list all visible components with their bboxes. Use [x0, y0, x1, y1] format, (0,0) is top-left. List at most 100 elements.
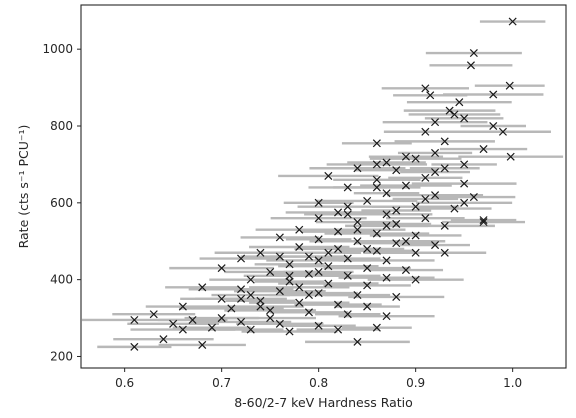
data-point-marker	[372, 229, 381, 238]
data-point-marker	[363, 302, 372, 311]
data-point-marker	[469, 48, 478, 58]
data-point-marker	[246, 275, 255, 284]
data-point-marker	[450, 204, 459, 213]
data-point-marker	[411, 154, 420, 163]
data-point-marker	[334, 227, 343, 236]
data-point-marker	[392, 206, 401, 215]
data-point-marker	[498, 127, 507, 136]
data-point-marker	[382, 312, 391, 321]
data-point-marker	[440, 137, 449, 146]
y-tick-label: 800	[50, 119, 73, 133]
data-point-marker	[285, 271, 294, 280]
data-point-marker	[314, 198, 323, 207]
data-point-marker	[460, 198, 469, 207]
data-point-marker	[295, 225, 304, 234]
data-point-marker	[130, 342, 139, 351]
data-point-marker	[266, 314, 275, 323]
data-point-marker	[237, 254, 246, 263]
data-point-marker	[178, 325, 187, 334]
x-tick-label: 0.7	[212, 376, 231, 390]
data-point-marker	[246, 325, 255, 334]
data-point-marker	[334, 325, 343, 334]
data-point-marker	[314, 235, 323, 244]
y-tick-label: 400	[50, 273, 73, 287]
data-point-marker	[343, 310, 352, 319]
data-point-marker	[353, 164, 362, 173]
data-point-marker	[460, 114, 469, 123]
data-point-marker	[450, 110, 459, 119]
data-point-marker	[411, 231, 420, 240]
data-point-marker	[382, 221, 391, 230]
data-point-marker	[149, 310, 158, 319]
data-point-marker	[207, 323, 216, 332]
x-tick-label: 1.0	[503, 376, 522, 390]
data-point-marker	[353, 337, 362, 346]
data-point-marker	[343, 183, 352, 192]
data-point-marker	[334, 208, 343, 217]
y-tick-label: 1000	[42, 42, 73, 56]
data-point-marker	[324, 279, 333, 288]
data-point-marker	[314, 321, 323, 330]
data-point-marker	[334, 300, 343, 309]
data-point-marker	[324, 248, 333, 257]
x-axis-ticks: 0.6 0.7 0.8 0.9 1.0	[115, 368, 522, 390]
data-point-marker	[237, 285, 246, 294]
data-point-marker	[382, 210, 391, 219]
error-bar-layer	[81, 20, 564, 349]
data-point-marker	[479, 216, 488, 225]
data-point-marker	[431, 118, 440, 127]
data-point-marker	[343, 202, 352, 211]
data-point-marker	[353, 237, 362, 246]
data-point-marker	[353, 218, 362, 227]
data-point-marker	[460, 160, 469, 169]
data-point-marker	[256, 248, 265, 257]
data-point-marker	[285, 260, 294, 269]
data-point-marker	[363, 281, 372, 290]
data-point-marker	[372, 175, 381, 184]
data-point-marker	[392, 219, 401, 228]
data-point-marker	[343, 254, 352, 263]
data-point-marker	[198, 340, 207, 349]
data-point-marker	[440, 248, 449, 257]
data-point-marker	[266, 267, 275, 276]
data-point-marker	[353, 225, 362, 234]
data-point-marker	[237, 317, 246, 326]
data-point-marker	[363, 264, 372, 273]
data-point-marker	[372, 139, 381, 148]
data-point-marker	[217, 264, 226, 273]
data-point-marker	[382, 273, 391, 282]
data-point-marker	[382, 256, 391, 265]
data-point-marker	[440, 221, 449, 230]
data-point-marker	[411, 202, 420, 211]
data-point-marker	[382, 158, 391, 167]
data-point-marker	[431, 241, 440, 250]
data-point-marker	[285, 327, 294, 336]
data-point-marker	[372, 246, 381, 255]
data-point-marker	[392, 166, 401, 175]
data-point-marker	[275, 287, 284, 296]
data-point-marker	[431, 191, 440, 200]
data-point-marker	[401, 181, 410, 190]
data-point-marker	[227, 304, 236, 313]
data-point-marker	[426, 91, 435, 100]
data-point-marker	[440, 164, 449, 173]
data-point-marker	[421, 214, 430, 223]
data-point-marker	[275, 233, 284, 242]
y-tick-label: 200	[50, 349, 73, 363]
data-point-marker	[295, 283, 304, 292]
data-point-marker	[411, 248, 420, 257]
data-point-marker	[217, 294, 226, 303]
data-point-marker	[324, 171, 333, 180]
data-point-marker	[401, 237, 410, 246]
data-point-marker	[246, 290, 255, 300]
data-point-marker	[372, 183, 381, 192]
data-point-marker	[198, 283, 207, 292]
data-point-marker	[431, 148, 440, 157]
y-tick-label: 600	[50, 196, 73, 210]
data-point-marker	[401, 152, 410, 161]
data-point-marker	[159, 335, 168, 344]
data-point-marker	[363, 196, 372, 205]
data-point-marker	[343, 210, 352, 219]
